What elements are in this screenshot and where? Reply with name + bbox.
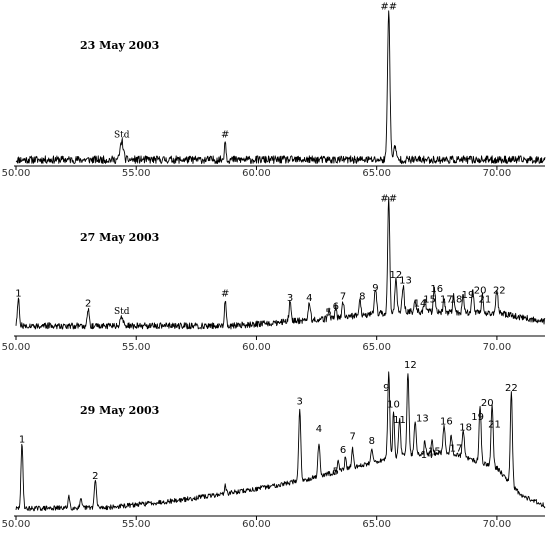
peak-label: 21: [488, 419, 501, 430]
x-tick-label: 70.00: [483, 342, 512, 353]
peak-label: ##: [380, 194, 397, 205]
peak-label: 4: [306, 293, 312, 304]
peak-label: 6: [340, 445, 346, 456]
peak-label: 13: [416, 413, 429, 424]
peak-label: Std: [114, 307, 130, 317]
peak-label: 13: [399, 276, 412, 287]
peak-label: 22: [505, 383, 518, 394]
peak-label: 16: [440, 416, 453, 427]
peak-label: 19: [471, 412, 484, 423]
peak-label: 7: [340, 291, 346, 302]
x-tick-label: 65.00: [362, 168, 391, 179]
peak-label: 1: [15, 289, 21, 300]
x-tick-label: 60.00: [242, 342, 271, 353]
peak-label: 2: [92, 471, 98, 482]
peak-label: 12: [404, 360, 417, 371]
peak-label: 18: [459, 422, 472, 433]
chromatogram-trace: [15, 10, 546, 165]
peak-label: 4: [316, 424, 322, 435]
panel-23-may-2003: 23 May 2003 50.00 55.00 60.00 65.00 70.00 Std…: [2, 2, 546, 179]
peak-label: 22: [493, 286, 506, 297]
x-tick-label: 60.00: [242, 519, 271, 530]
peak-label: 19: [462, 290, 475, 301]
peak-label: 14: [421, 450, 434, 461]
peak-label: 2: [85, 299, 91, 310]
chromatogram-trace: [15, 371, 546, 512]
peak-label: 21: [479, 294, 492, 305]
peak-label: 5: [333, 466, 339, 477]
peak-label: 10: [387, 400, 400, 411]
peak-label: 20: [481, 398, 494, 409]
peak-label: 1: [19, 435, 25, 446]
panel-title: 27 May 2003: [80, 231, 159, 244]
peak-label: 6: [333, 302, 339, 313]
peak-label: ##: [380, 2, 397, 13]
x-tick-label: 50.00: [2, 342, 31, 353]
x-tick-label: 55.00: [122, 168, 151, 179]
peak-label: 8: [359, 291, 365, 302]
x-tick-label: 50.00: [2, 519, 31, 530]
peak-label: 9: [372, 283, 378, 294]
peak-label: 16: [430, 284, 443, 295]
x-tick-label: 50.00: [2, 168, 31, 179]
peak-label: 20: [474, 286, 487, 297]
x-tick-label: 70.00: [483, 168, 512, 179]
peak-label: 11: [393, 415, 406, 426]
peak-label: 17: [450, 444, 463, 455]
peak-label: 9: [383, 383, 389, 394]
x-tick-label: 65.00: [362, 519, 391, 530]
x-tick-label: 70.00: [483, 519, 512, 530]
peak-label: Std: [114, 130, 130, 140]
panel-title: 29 May 2003: [80, 404, 159, 417]
panel-29-may-2003: 29 May 2003 50.00 55.00 60.00 65.00 70.00123…: [2, 360, 546, 530]
peak-label: #: [221, 129, 229, 140]
peak-label: 18: [450, 294, 463, 305]
peak-label: 17: [440, 294, 453, 305]
peak-label: 3: [287, 293, 293, 304]
peak-label: 8: [369, 436, 375, 447]
x-tick-label: 65.00: [362, 342, 391, 353]
peak-label: 3: [297, 397, 303, 408]
x-tick-label: 55.00: [122, 342, 151, 353]
peak-label: 15: [428, 447, 441, 458]
panel-27-may-2003: 27 May 2003 50.00 55.00 60.00 65.00 70.0012S…: [2, 194, 546, 353]
x-tick-label: 60.00: [242, 168, 271, 179]
peak-label: #: [221, 289, 229, 300]
peak-label: 12: [390, 270, 403, 281]
chromatogram-trace: [15, 196, 546, 330]
panel-title: 23 May 2003: [80, 39, 159, 52]
peak-label: 7: [349, 432, 355, 443]
x-tick-label: 55.00: [122, 519, 151, 530]
peak-label: 15: [423, 294, 436, 305]
peak-label: 5: [325, 307, 331, 318]
peak-label: 14: [414, 299, 427, 310]
